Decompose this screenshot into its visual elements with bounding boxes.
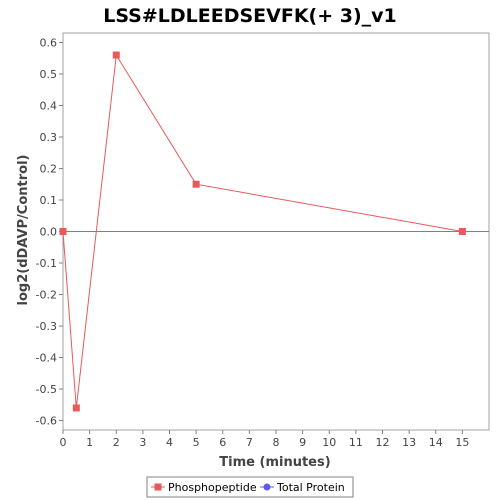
y-tick-label: -0.5 xyxy=(36,383,57,396)
legend-marker-square xyxy=(154,483,162,491)
x-tick-label: 11 xyxy=(349,436,363,449)
x-tick-label: 13 xyxy=(402,436,416,449)
legend: Phosphopeptide Total Protein xyxy=(146,476,354,498)
y-tick-label: 0.4 xyxy=(40,99,58,112)
y-tick-label: 0.3 xyxy=(40,131,58,144)
x-tick-label: 0 xyxy=(60,436,67,449)
y-tick-label: 0.1 xyxy=(40,194,58,207)
x-tick-label: 14 xyxy=(429,436,443,449)
x-tick-label: 9 xyxy=(299,436,306,449)
chart-title: LSS#LDLEEDSEVFK(+ 3)_v1 xyxy=(103,5,397,27)
y-tick-label: 0.0 xyxy=(40,226,58,239)
x-tick-label: 5 xyxy=(193,436,200,449)
x-tick-label: 7 xyxy=(246,436,253,449)
x-tick-label: 12 xyxy=(376,436,390,449)
x-tick-label: 8 xyxy=(273,436,280,449)
y-tick-label: 0.5 xyxy=(40,68,58,81)
data-point xyxy=(72,404,80,412)
y-tick-label: -0.4 xyxy=(36,352,57,365)
y-axis-label: log2(dDAVP/Control) xyxy=(16,155,31,306)
data-point xyxy=(112,51,120,59)
x-tick-label: 15 xyxy=(455,436,469,449)
x-tick-label: 10 xyxy=(322,436,336,449)
x-tick-label: 6 xyxy=(219,436,226,449)
x-tick-label: 3 xyxy=(139,436,146,449)
legend-label: Phosphopeptide xyxy=(168,481,257,494)
data-point xyxy=(59,228,67,235)
legend-box xyxy=(146,476,354,498)
x-tick-label: 1 xyxy=(86,436,93,449)
legend-label: Total Protein xyxy=(276,481,345,494)
legend-marker-circle xyxy=(263,483,271,491)
data-point xyxy=(192,180,200,188)
x-tick-label: 4 xyxy=(166,436,173,449)
y-tick-label: 0.2 xyxy=(40,162,58,175)
y-tick-label: -0.6 xyxy=(36,415,57,428)
x-axis-label: Time (minutes) xyxy=(219,455,330,470)
x-tick-label: 2 xyxy=(113,436,120,449)
y-tick-label: 0.6 xyxy=(40,36,58,49)
y-tick-label: -0.1 xyxy=(36,257,57,270)
y-tick-label: -0.3 xyxy=(36,320,57,333)
data-point xyxy=(458,228,466,235)
y-tick-label: -0.2 xyxy=(36,289,57,302)
